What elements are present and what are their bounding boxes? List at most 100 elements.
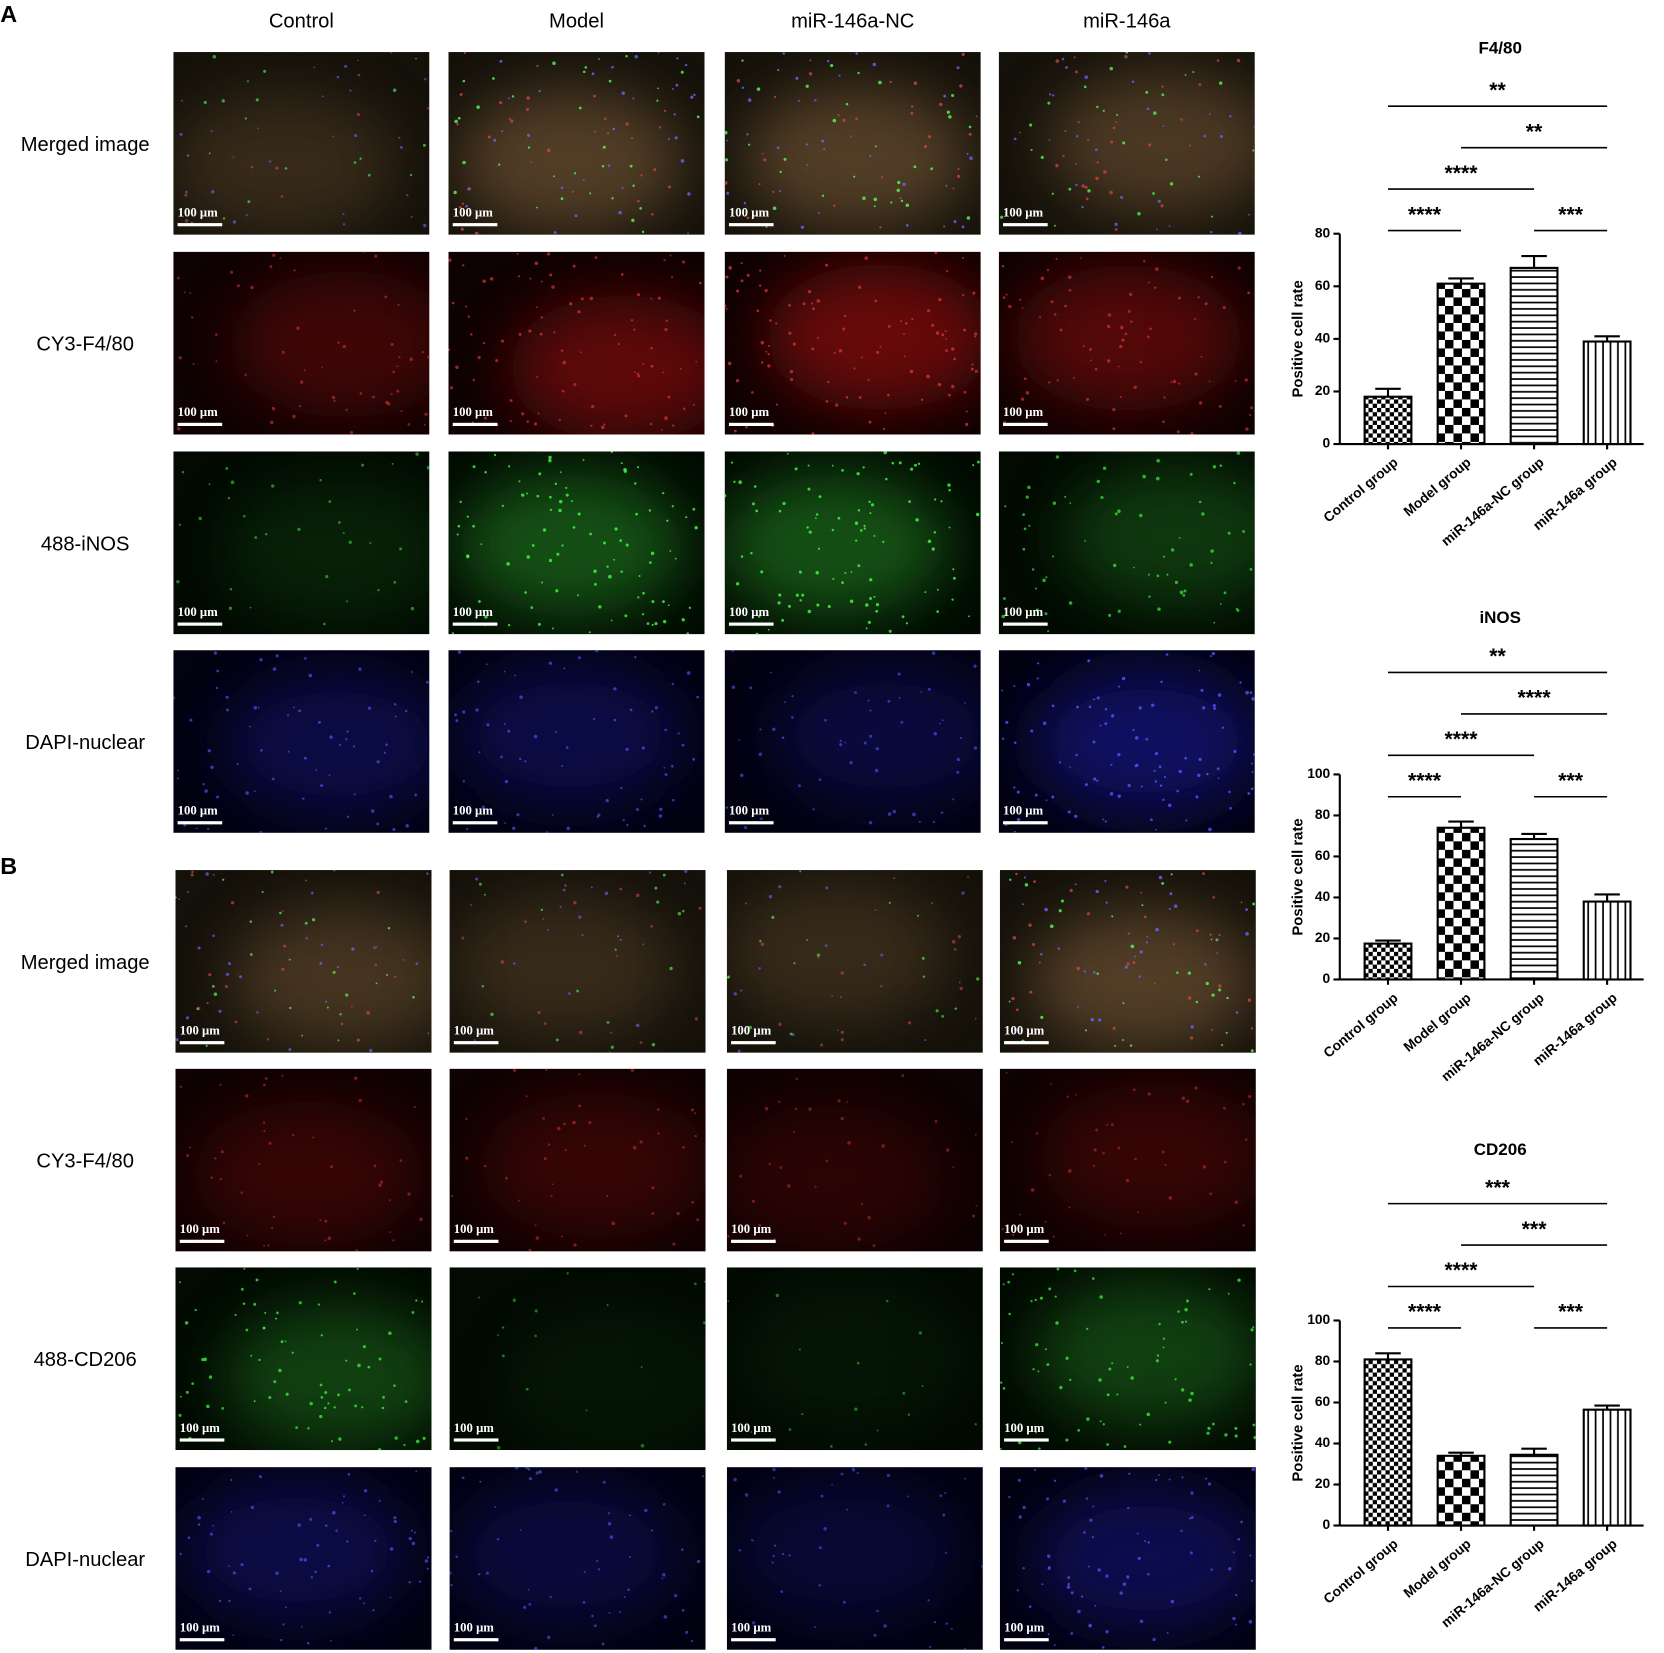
cell-dot [739,1174,743,1178]
cell-dot [592,717,596,721]
cell-dot [633,328,636,331]
cell-dot [727,1300,730,1303]
cell-dot [187,891,190,894]
cell-dot [905,622,909,625]
cell-dot [248,725,251,728]
cell-dot [1162,1337,1165,1340]
cell-dot [1221,726,1225,729]
cell-dot [529,277,532,280]
cell-dot [1153,111,1157,115]
cell-dot [1163,396,1166,399]
cell-dot [1072,376,1075,379]
cell-dot [240,1191,243,1194]
cell-dot [1089,348,1092,351]
cell-dot [392,827,396,832]
cell-dot [408,1581,411,1584]
cell-dot [1030,1300,1033,1303]
cell-dot [462,780,466,783]
micrograph: 100 μm [999,1267,1256,1451]
y-tick-label: 60 [1315,847,1331,863]
bar [1509,266,1559,446]
cell-dot [540,280,543,283]
cell-dot [615,955,618,958]
cell-dot [505,1176,508,1180]
cell-dot [1253,1435,1256,1440]
cell-dot [214,1157,217,1160]
cell-dot [847,1141,851,1145]
cell-dot [634,371,637,374]
cell-dot [338,1437,342,1441]
cell-dot [543,1022,547,1026]
cell-dot [975,115,978,118]
cell-dot [319,961,323,965]
cell-dot [657,87,659,90]
cell-dot [724,130,728,135]
cell-dot [407,1192,411,1196]
cell-dot [633,1146,637,1150]
cell-dot [1059,328,1063,332]
cell-dot [399,145,403,149]
cell-dot [503,670,506,673]
cell-dot [951,384,955,389]
cell-dot [297,1523,301,1527]
cell-dot [348,1388,351,1392]
cell-dot [837,114,840,117]
cell-dot [210,129,213,133]
cell-dot [392,370,395,374]
cell-dot [1124,965,1128,969]
cell-dot [1122,141,1126,145]
cell-dot [924,1038,927,1042]
error-bar [1448,1451,1474,1456]
cell-dot [1219,464,1223,467]
cell-dot [271,484,275,488]
cell-dot [1147,1092,1151,1096]
cell-dot [816,603,820,607]
cell-dot [1210,275,1214,279]
cell-dot [807,609,812,614]
cell-dot [961,225,965,229]
cell-dot [933,531,937,534]
cell-dot [869,578,873,582]
cell-dot [808,72,813,76]
cell-dot [827,604,831,609]
cell-dot [575,1470,578,1473]
cell-dot [333,1280,337,1284]
cell-dot [1122,1039,1124,1041]
tissue-glow [1031,1485,1256,1632]
cell-dot [1117,753,1121,757]
error-bar [1521,832,1547,840]
cell-dot [1218,984,1222,988]
cell-dot [918,1331,922,1335]
cell-dot [542,528,547,532]
row-label: CY3-F4/80 [36,1151,134,1173]
cell-dot [545,831,549,833]
cell-dot [674,1594,678,1598]
cell-dot [613,718,617,722]
cell-dot [1104,879,1107,882]
micrograph: 100 μm [999,1467,1256,1650]
row-label: CY3-F4/80 [36,334,134,356]
cell-dot [681,743,685,747]
cell-dot [1145,90,1149,94]
cell-dot [331,395,336,400]
cell-dot [1219,134,1224,138]
cell-dot [219,1083,222,1086]
cell-dot [582,178,585,181]
cell-dot [1139,1619,1144,1623]
cell-dot [206,1001,209,1005]
cell-dot [823,147,826,150]
cell-dot [839,739,842,742]
cell-dot [975,1205,978,1207]
cell-dot [258,1475,262,1479]
cell-dot [1080,1595,1084,1598]
cell-dot [455,719,459,723]
cell-dot [1011,1273,1014,1276]
cell-dot [1194,1086,1198,1090]
cell-dot [690,1640,694,1643]
cell-dot [1236,451,1241,455]
cell-dot [934,498,937,501]
cell-dot [176,580,180,584]
cell-dot [952,187,955,190]
cell-dot [253,1400,256,1403]
cell-dot [1249,691,1253,694]
